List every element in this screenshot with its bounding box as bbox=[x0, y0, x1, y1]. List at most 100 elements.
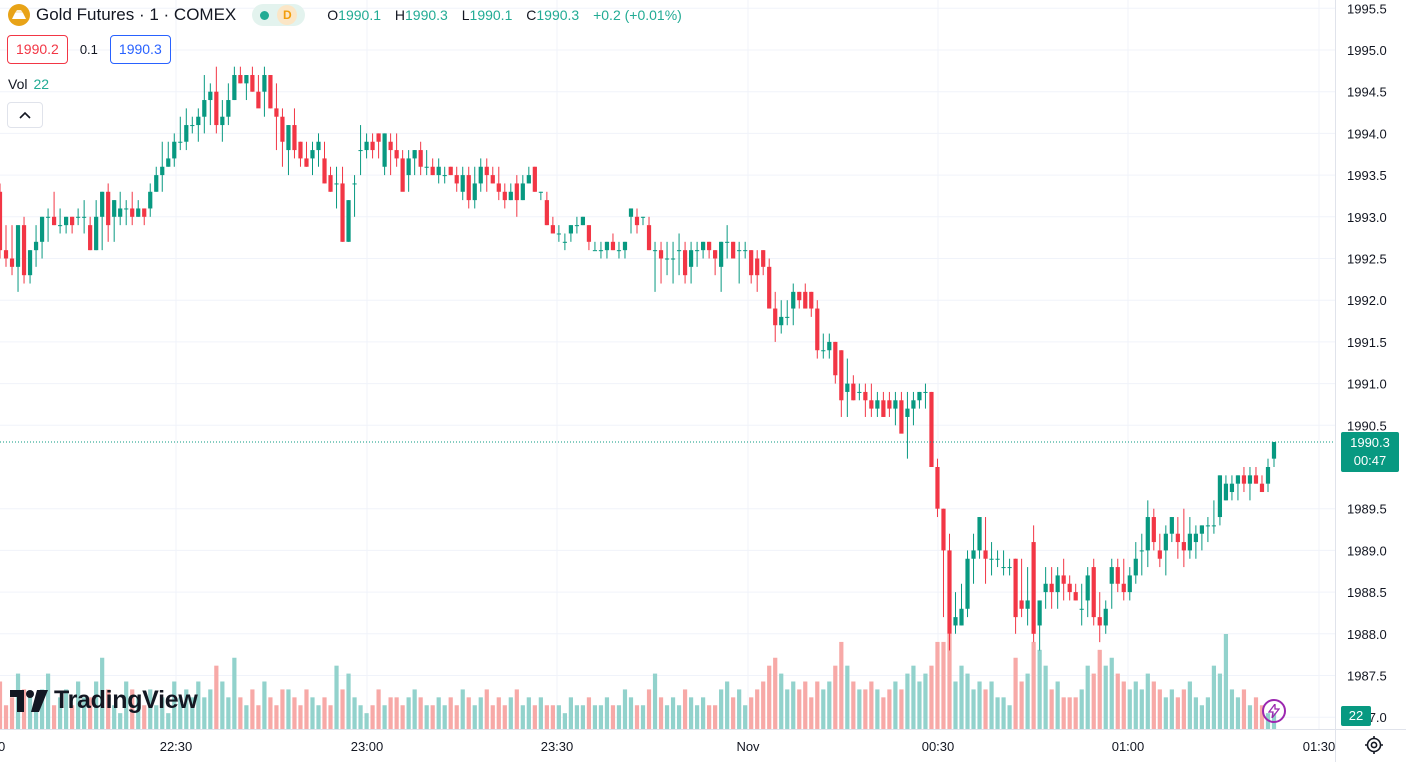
candle-body[interactable] bbox=[833, 341, 838, 376]
candle-body[interactable] bbox=[959, 608, 964, 626]
candle-body[interactable] bbox=[905, 408, 910, 417]
candle-body[interactable] bbox=[1031, 542, 1036, 634]
candle-body[interactable] bbox=[1139, 550, 1144, 552]
candle-body[interactable] bbox=[1037, 600, 1042, 626]
candle-body[interactable] bbox=[0, 191, 3, 251]
candle-body[interactable] bbox=[64, 216, 69, 226]
candle-body[interactable] bbox=[256, 91, 261, 109]
candle-body[interactable] bbox=[791, 291, 796, 309]
candle-body[interactable] bbox=[1085, 575, 1090, 601]
candle-body[interactable] bbox=[520, 183, 525, 201]
candle-body[interactable] bbox=[9, 258, 15, 267]
candle-body[interactable] bbox=[454, 175, 459, 184]
volume-label[interactable]: Vol bbox=[8, 76, 28, 92]
candle-body[interactable] bbox=[1217, 475, 1223, 518]
candle-body[interactable] bbox=[803, 291, 808, 309]
candle-body[interactable] bbox=[755, 258, 760, 276]
candle-body[interactable] bbox=[977, 517, 982, 551]
candle-body[interactable] bbox=[532, 166, 537, 192]
candle-body[interactable] bbox=[214, 91, 219, 126]
candle-body[interactable] bbox=[815, 308, 820, 351]
candle-body[interactable] bbox=[971, 550, 976, 559]
candle-body[interactable] bbox=[1223, 483, 1229, 501]
candle-body[interactable] bbox=[27, 250, 33, 276]
candle-body[interactable] bbox=[809, 291, 814, 309]
candle-body[interactable] bbox=[262, 75, 267, 92]
tradingview-logo[interactable]: TradingView bbox=[10, 686, 198, 715]
candle-body[interactable] bbox=[1103, 608, 1108, 626]
candle-body[interactable] bbox=[983, 550, 988, 559]
candle-body[interactable] bbox=[1145, 517, 1150, 551]
candle-body[interactable] bbox=[725, 241, 730, 243]
candle-body[interactable] bbox=[100, 191, 105, 217]
candle-body[interactable] bbox=[761, 250, 766, 267]
candle-body[interactable] bbox=[923, 391, 928, 393]
candle-body[interactable] bbox=[1253, 475, 1259, 484]
candle-body[interactable] bbox=[328, 175, 333, 192]
candle-body[interactable] bbox=[1187, 533, 1192, 551]
candle-body[interactable] bbox=[773, 308, 778, 326]
candle-body[interactable] bbox=[887, 400, 892, 409]
candle-body[interactable] bbox=[1229, 483, 1235, 493]
candle-body[interactable] bbox=[556, 233, 561, 235]
candle-body[interactable] bbox=[670, 258, 676, 260]
candle-body[interactable] bbox=[911, 400, 916, 409]
candle-body[interactable] bbox=[106, 191, 111, 226]
candle-body[interactable] bbox=[1121, 583, 1126, 593]
candle-body[interactable] bbox=[586, 225, 592, 242]
candle-body[interactable] bbox=[646, 225, 652, 251]
candle-body[interactable] bbox=[148, 191, 153, 209]
candle-body[interactable] bbox=[400, 158, 405, 192]
candle-body[interactable] bbox=[580, 216, 586, 226]
candle-body[interactable] bbox=[688, 250, 694, 267]
candle-body[interactable] bbox=[220, 116, 225, 126]
candle-body[interactable] bbox=[388, 141, 393, 151]
candle-body[interactable] bbox=[1061, 575, 1066, 584]
candle-body[interactable] bbox=[376, 133, 381, 142]
candle-body[interactable] bbox=[178, 141, 183, 143]
candle-body[interactable] bbox=[478, 166, 483, 184]
candle-body[interactable] bbox=[1115, 567, 1120, 584]
candle-body[interactable] bbox=[124, 208, 129, 210]
candle-body[interactable] bbox=[592, 250, 598, 252]
candle-body[interactable] bbox=[136, 208, 141, 217]
candle-body[interactable] bbox=[568, 225, 573, 234]
candle-body[interactable] bbox=[364, 141, 369, 151]
candle-body[interactable] bbox=[196, 116, 201, 126]
candle-body[interactable] bbox=[112, 200, 117, 217]
candle-body[interactable] bbox=[39, 216, 45, 242]
candle-body[interactable] bbox=[929, 391, 934, 467]
candle-body[interactable] bbox=[628, 208, 634, 217]
candle-body[interactable] bbox=[172, 141, 177, 159]
candle-body[interactable] bbox=[562, 241, 567, 243]
lightning-button[interactable] bbox=[1262, 699, 1286, 723]
candle-body[interactable] bbox=[340, 183, 345, 242]
candle-body[interactable] bbox=[310, 150, 315, 159]
candle-body[interactable] bbox=[550, 225, 555, 234]
candle-body[interactable] bbox=[1265, 467, 1271, 484]
candle-body[interactable] bbox=[701, 241, 706, 251]
candle-body[interactable] bbox=[1133, 558, 1138, 576]
candle-body[interactable] bbox=[358, 150, 363, 152]
candle-body[interactable] bbox=[995, 558, 1000, 560]
candle-body[interactable] bbox=[514, 183, 519, 201]
sell-price-button[interactable]: 1990.2 bbox=[7, 35, 68, 64]
candle-body[interactable] bbox=[1073, 592, 1078, 601]
candle-body[interactable] bbox=[1181, 542, 1186, 551]
candle-body[interactable] bbox=[851, 383, 856, 401]
candle-body[interactable] bbox=[731, 241, 736, 259]
candle-body[interactable] bbox=[94, 216, 99, 251]
candle-body[interactable] bbox=[88, 225, 93, 251]
candle-body[interactable] bbox=[622, 241, 628, 251]
candle-body[interactable] bbox=[1055, 575, 1060, 593]
candle-body[interactable] bbox=[544, 200, 549, 226]
candle-body[interactable] bbox=[1025, 600, 1030, 609]
candle-body[interactable] bbox=[1211, 525, 1217, 527]
candle-body[interactable] bbox=[502, 191, 507, 201]
candle-body[interactable] bbox=[418, 150, 423, 167]
candle-body[interactable] bbox=[154, 175, 159, 192]
candle-body[interactable] bbox=[490, 175, 495, 184]
candle-body[interactable] bbox=[33, 241, 39, 251]
candle-body[interactable] bbox=[244, 75, 249, 84]
candle-body[interactable] bbox=[935, 467, 940, 509]
